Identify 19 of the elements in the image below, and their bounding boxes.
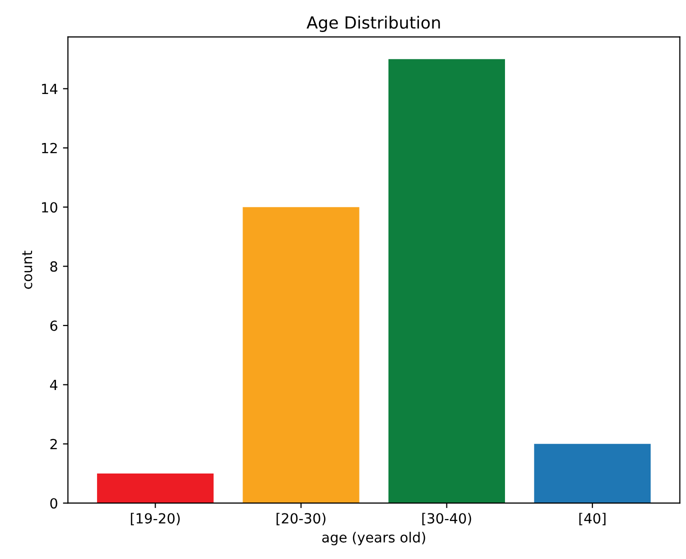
bar (242, 207, 360, 504)
y-tick-label: 4 (50, 380, 58, 390)
x-tick-label: [19-20) (130, 512, 180, 526)
x-tick-label: [20-30) (276, 512, 326, 526)
bar (97, 474, 214, 504)
y-tick-label: 12 (42, 142, 57, 154)
y-tick-label: 0 (50, 498, 58, 509)
x-tick-label: [40] (579, 512, 606, 526)
bar (388, 59, 505, 504)
y-tick-label: 14 (42, 84, 58, 94)
x-tick-label: [30-40) (422, 512, 472, 526)
y-axis-title: count (22, 250, 32, 289)
y-tick-label: 2 (50, 438, 57, 450)
y-tick-label: 8 (50, 261, 58, 272)
y-tick-label: 10 (42, 202, 58, 213)
chart-title: Age Distribution (306, 16, 440, 32)
x-axis-title: age (years old) (322, 532, 426, 546)
y-tick-label: 6 (50, 320, 58, 331)
bar (534, 444, 651, 504)
